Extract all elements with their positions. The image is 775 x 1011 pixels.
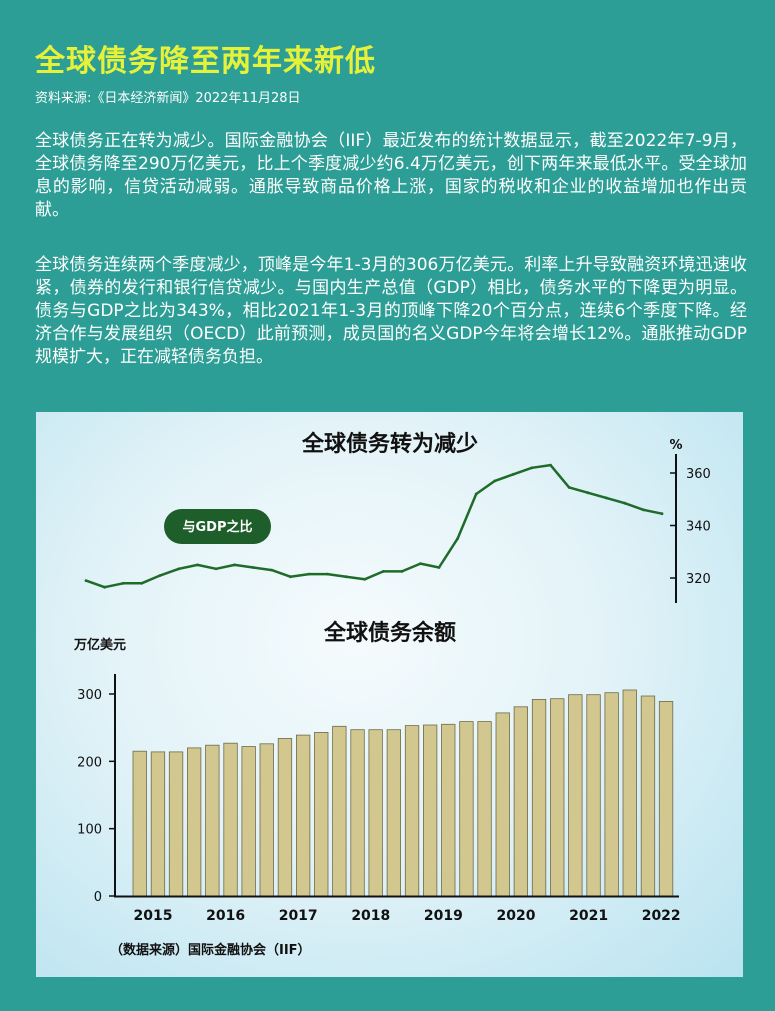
ratio-data-point <box>251 566 255 569</box>
debt-bar <box>241 746 256 897</box>
line-chart-y-ticks: 320 340 360 <box>670 467 711 587</box>
line-y-tick-label: 320 <box>686 572 711 587</box>
ratio-data-point <box>474 492 478 496</box>
bar-x-tick-label: 2016 <box>206 908 245 924</box>
ratio-data-point <box>530 466 534 470</box>
ratio-data-point <box>381 570 385 573</box>
debt-bar <box>205 744 220 897</box>
legend-label: 与GDP之比 <box>183 519 253 535</box>
debt-bar <box>495 712 510 897</box>
ratio-data-point <box>121 581 125 585</box>
bar-x-tick-label: 2021 <box>569 908 608 924</box>
bar-x-tick-label: 2017 <box>279 908 318 924</box>
ratio-data-point <box>604 496 608 500</box>
bar-chart-y-ticks: 0 100 200 300 <box>77 688 115 905</box>
ratio-series-line <box>85 463 663 589</box>
ratio-data-point <box>363 577 367 581</box>
chart-panel: 全球债务转为减少 % 320 340 360 与GDP之比 全球债务余额 万亿美元 … <box>36 412 743 977</box>
bar-x-tick-label: 2019 <box>424 908 463 924</box>
debt-bar <box>332 725 347 897</box>
bar-y-tick-label: 0 <box>94 890 102 905</box>
debt-bar <box>404 725 420 897</box>
ratio-series-points <box>84 463 664 589</box>
debt-bar <box>459 721 474 897</box>
debt-bar <box>550 698 565 897</box>
debt-bar <box>132 750 147 897</box>
ratio-data-point <box>660 512 664 516</box>
ratio-data-point <box>623 501 627 505</box>
ratio-data-point <box>84 579 88 582</box>
bar-x-tick-label: 2020 <box>497 908 536 924</box>
data-source-note: （数据来源）国际金融协会（IIF） <box>110 942 311 958</box>
page-title: 全球债务降至两年来新低 <box>35 44 376 79</box>
bar-chart-x-labels: 2015 2016 2017 2018 2019 2020 2021 2022 <box>134 908 681 924</box>
ratio-data-point <box>326 572 329 576</box>
debt-bar <box>295 734 311 897</box>
debt-bar <box>386 729 402 897</box>
ratio-data-point <box>103 585 106 589</box>
source-note: 资料来源:《日本经济新闻》2022年11月28日 <box>35 91 301 106</box>
bar-chart-title: 全球债务余额 <box>323 620 456 646</box>
bar-y-tick-label: 100 <box>77 823 102 838</box>
debt-bar <box>422 724 438 897</box>
debt-bar <box>314 731 329 897</box>
debt-bar <box>477 721 492 897</box>
debt-bar <box>640 695 656 897</box>
debt-bar <box>568 694 583 897</box>
debt-bar <box>586 694 601 897</box>
ratio-data-point <box>344 575 348 579</box>
ratio-data-point <box>233 563 237 567</box>
ratio-data-point <box>567 486 571 489</box>
ratio-data-point <box>512 472 515 476</box>
ratio-data-point <box>177 567 181 571</box>
legend-pill <box>164 509 271 544</box>
ratio-data-point <box>493 479 497 483</box>
debt-bar <box>186 747 202 897</box>
line-y-tick-label: 360 <box>686 467 711 482</box>
ratio-data-point <box>289 575 292 579</box>
line-chart-title: 全球债务转为减少 <box>301 431 478 457</box>
line-y-tick-label: 340 <box>686 520 711 535</box>
ratio-data-point <box>400 570 404 573</box>
debt-bar <box>604 692 619 897</box>
bar-x-tick-label: 2022 <box>642 908 681 924</box>
bar-x-tick-label: 2018 <box>351 908 390 924</box>
ratio-data-point <box>140 581 144 585</box>
debt-bar <box>513 706 529 897</box>
debt-bar <box>441 723 456 897</box>
ratio-data-point <box>158 574 162 577</box>
debt-bar <box>368 729 383 897</box>
ratio-data-point <box>270 568 274 572</box>
debt-bar <box>350 729 365 897</box>
bar-y-tick-label: 300 <box>77 688 102 703</box>
ratio-data-point <box>586 491 590 495</box>
debt-bar <box>531 698 547 897</box>
bar-chart-unit: 万亿美元 <box>73 637 126 653</box>
ratio-data-point <box>456 537 459 540</box>
ratio-data-point <box>214 567 218 571</box>
ratio-data-point <box>307 572 311 576</box>
debt-bar <box>658 700 674 897</box>
bar-x-tick-label: 2015 <box>134 908 173 924</box>
bar-series <box>132 689 674 897</box>
debt-bar <box>622 689 637 897</box>
paragraph-2: 全球债务连续两个季度减少，顶峰是今年1-3月的306万亿美元。利率上升导致融资环… <box>35 255 747 367</box>
ratio-data-point <box>642 508 645 512</box>
ratio-data-point <box>196 563 199 567</box>
debt-bar <box>150 751 166 897</box>
ratio-data-point <box>437 566 441 569</box>
debt-bar <box>223 742 238 897</box>
ratio-data-point <box>549 463 552 467</box>
bar-y-tick-label: 200 <box>77 755 102 770</box>
debt-bar <box>259 743 274 897</box>
paragraph-1: 全球债务正在转为减少。国际金融协会（IIF）最近发布的统计数据显示，截至2022… <box>35 131 747 220</box>
debt-bar <box>168 751 184 897</box>
line-chart-unit: % <box>669 438 682 453</box>
debt-bar <box>277 737 293 897</box>
ratio-data-point <box>419 562 422 565</box>
